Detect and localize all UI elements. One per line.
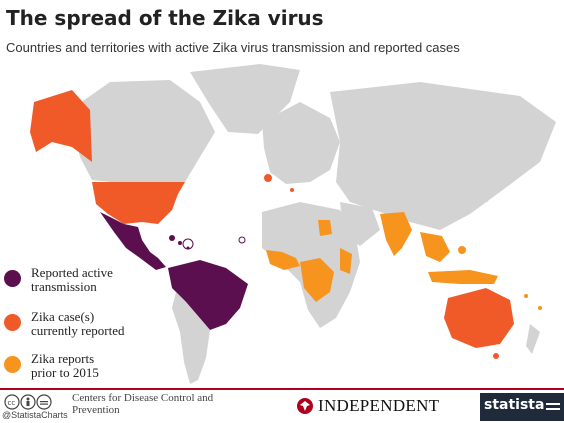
usa: [92, 182, 185, 224]
cape-verde-marker: [182, 238, 194, 250]
africa-west-prior: [266, 250, 300, 270]
philippines: [458, 246, 466, 254]
south-america-rest: [172, 292, 210, 384]
legend-label: Reported active: [31, 265, 113, 280]
indonesia-prior: [428, 270, 498, 284]
india-prior: [380, 212, 412, 256]
middle-east: [340, 202, 380, 246]
uk: [264, 174, 272, 182]
europe: [262, 102, 340, 184]
creative-commons-icon: cc: [4, 394, 52, 410]
publisher-name: INDEPENDENT: [318, 396, 440, 415]
legend-swatch-prior: [4, 356, 21, 373]
legend-label: prior to 2015: [31, 365, 99, 380]
pacific-marker: [238, 236, 246, 244]
portugal-spain: [290, 188, 294, 192]
source-line: Centers for Disease Control and: [72, 392, 214, 404]
southeast-asia-prior: [420, 232, 450, 262]
legend-label: Zika reports: [31, 351, 95, 366]
chart-title: The spread of the Zika virus: [6, 6, 324, 30]
legend-label: transmission: [31, 279, 97, 294]
source-line: Prevention: [72, 404, 120, 416]
social-handle: @StatistaCharts: [2, 410, 68, 420]
source-text: Centers for Disease Control and Preventi…: [72, 392, 222, 416]
footer-divider: [0, 388, 564, 390]
eagle-icon: [297, 398, 313, 414]
legend-label: currently reported: [31, 323, 125, 338]
statista-logo: statista: [480, 393, 564, 421]
tasmania: [493, 353, 499, 359]
east-africa-prior: [340, 248, 352, 274]
south-america-active: [168, 260, 248, 330]
japan: [480, 172, 492, 202]
new-zealand: [526, 324, 540, 354]
footer: cc @StatistaCharts Centers for Disease C…: [0, 390, 564, 423]
alaska: [30, 90, 92, 162]
mexico: [100, 212, 166, 270]
chart-subtitle: Countries and territories with active Zi…: [6, 40, 460, 55]
australia-current: [444, 288, 514, 348]
legend-label: Zika case(s): [31, 309, 95, 324]
caribbean-islands: [169, 235, 175, 241]
world-map: [30, 64, 556, 384]
svg-text:cc: cc: [8, 399, 16, 407]
legend-swatch-current: [4, 314, 21, 331]
asia: [330, 82, 556, 230]
egypt-prior: [318, 220, 332, 236]
legend-swatch-active: [4, 270, 21, 287]
africa-central-prior: [300, 258, 334, 302]
brand-name: statista: [484, 397, 545, 413]
canada: [70, 80, 215, 182]
statista-mark-icon: [546, 403, 560, 410]
